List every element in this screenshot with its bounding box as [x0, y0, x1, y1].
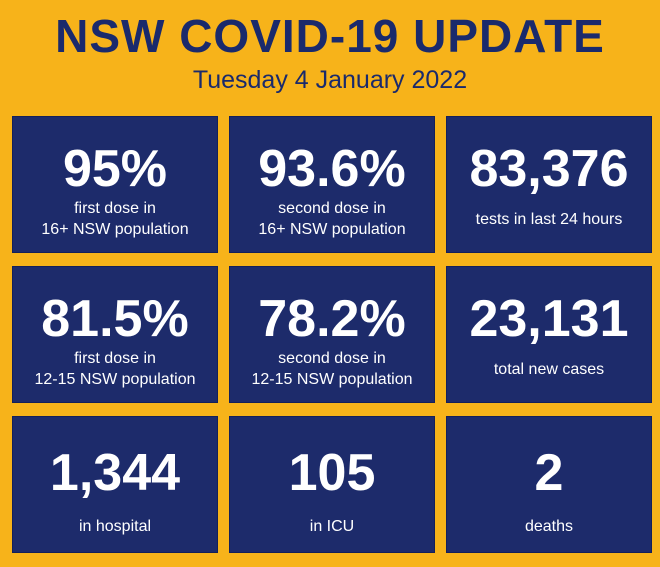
stat-tile-new-cases: 23,131 total new cases: [446, 266, 652, 403]
stat-tile-deaths: 2 deaths: [446, 416, 652, 553]
stat-value: 1,344: [49, 444, 181, 502]
stat-tile-icu: 105 in ICU: [229, 416, 435, 553]
stat-label: first dose in 16+ NSW population: [41, 200, 189, 238]
stat-value: 81.5%: [41, 290, 189, 348]
update-date: Tuesday 4 January 2022: [192, 66, 468, 94]
stat-label: first dose in 12-15 NSW population: [34, 350, 196, 388]
stat-value: 23,131: [469, 290, 629, 348]
stat-label: second dose in 12-15 NSW population: [251, 350, 413, 388]
stat-value: 83,376: [469, 140, 629, 198]
stat-value: 95%: [62, 140, 168, 198]
stat-value: 78.2%: [258, 290, 406, 348]
stat-label: deaths: [524, 518, 574, 535]
stat-value: 105: [288, 444, 376, 502]
stat-value: 2: [534, 444, 564, 502]
stat-tile-tests: 83,376 tests in last 24 hours: [446, 116, 652, 253]
stat-label: total new cases: [493, 361, 605, 378]
stat-label: in hospital: [78, 518, 152, 535]
stat-value: 93.6%: [258, 140, 406, 198]
stat-tile-first-dose-12-15: 81.5% first dose in 12-15 NSW population: [12, 266, 218, 403]
stat-tile-second-dose-16plus: 93.6% second dose in 16+ NSW population: [229, 116, 435, 253]
stat-label: second dose in 16+ NSW population: [258, 200, 406, 238]
stat-label: tests in last 24 hours: [475, 211, 623, 228]
stat-tile-second-dose-12-15: 78.2% second dose in 12-15 NSW populatio…: [229, 266, 435, 403]
stat-tile-first-dose-16plus: 95% first dose in 16+ NSW population: [12, 116, 218, 253]
stat-label: in ICU: [309, 518, 355, 535]
page-title: NSW COVID-19 UPDATE: [55, 10, 605, 62]
stat-tile-hospital: 1,344 in hospital: [12, 416, 218, 553]
stats-grid: 95% first dose in 16+ NSW population 93.…: [12, 116, 653, 556]
